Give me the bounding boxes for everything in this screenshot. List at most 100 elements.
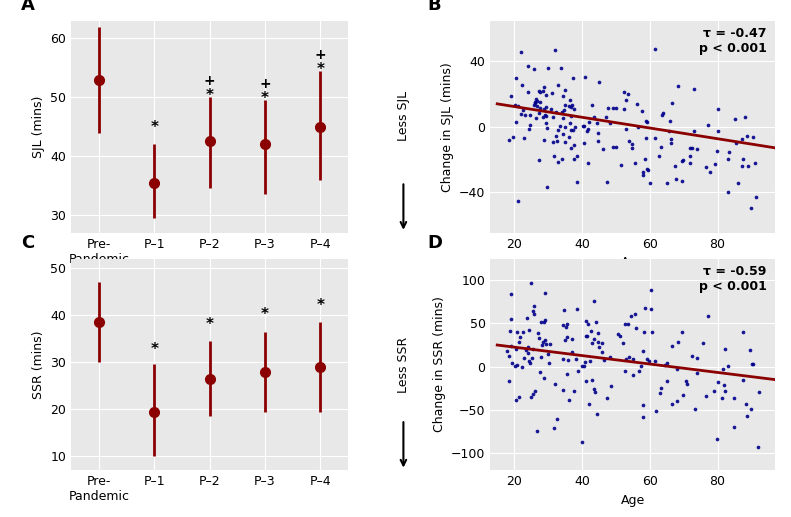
- Point: [637, 401, 649, 409]
- Point: [580, 332, 592, 340]
- Point: [567, 105, 580, 113]
- Point: [515, 48, 528, 56]
- Text: D: D: [428, 234, 443, 252]
- Point: [592, 329, 604, 338]
- Point: [582, 159, 595, 167]
- Point: [538, 374, 551, 382]
- Point: [562, 102, 575, 111]
- Point: [591, 137, 604, 145]
- Point: [516, 81, 528, 89]
- Point: [528, 301, 540, 310]
- Point: [539, 336, 551, 344]
- Text: Less SSR: Less SSR: [397, 337, 410, 392]
- Point: [622, 320, 634, 328]
- Point: [601, 104, 614, 112]
- Point: [528, 387, 541, 395]
- Point: [505, 358, 518, 367]
- Point: [669, 161, 682, 170]
- Point: [503, 352, 516, 360]
- Point: [629, 310, 642, 318]
- Point: [617, 339, 630, 347]
- Point: [621, 90, 634, 98]
- Point: [740, 400, 752, 408]
- Point: [566, 101, 578, 109]
- Point: [654, 384, 667, 392]
- Point: [541, 184, 554, 192]
- Point: [572, 367, 585, 375]
- Point: [562, 132, 575, 141]
- Point: [738, 112, 751, 120]
- Point: [680, 377, 693, 385]
- Point: [736, 135, 748, 143]
- Point: [671, 364, 683, 373]
- Point: [630, 324, 642, 332]
- Point: [524, 111, 536, 119]
- Point: [588, 385, 600, 393]
- Point: [551, 138, 564, 146]
- Point: [547, 113, 559, 121]
- Point: [524, 121, 536, 129]
- Point: [528, 65, 540, 73]
- Point: [538, 317, 551, 326]
- Point: [710, 147, 723, 155]
- Point: [537, 105, 550, 114]
- Point: [704, 168, 717, 176]
- Point: [649, 406, 662, 415]
- Point: [564, 103, 577, 111]
- Point: [523, 125, 536, 133]
- Point: [639, 117, 652, 126]
- Point: [537, 87, 550, 95]
- Point: [550, 108, 562, 116]
- Point: [631, 123, 644, 131]
- Point: [617, 88, 630, 96]
- Text: C: C: [21, 234, 35, 252]
- Point: [557, 386, 570, 394]
- Point: [505, 342, 517, 350]
- Point: [611, 329, 624, 338]
- Point: [520, 314, 533, 322]
- Point: [653, 389, 666, 397]
- Point: [691, 354, 703, 362]
- Point: [688, 85, 701, 94]
- Point: [639, 155, 652, 163]
- Point: [623, 353, 636, 361]
- Point: [567, 126, 580, 134]
- Point: [686, 352, 698, 360]
- Point: [676, 391, 689, 399]
- Point: [644, 179, 657, 187]
- Point: [558, 306, 570, 314]
- Point: [547, 151, 560, 160]
- Point: [583, 400, 596, 408]
- Point: [637, 347, 649, 356]
- Point: [629, 159, 642, 167]
- Point: [699, 392, 712, 400]
- Point: [524, 279, 537, 287]
- Point: [531, 102, 543, 110]
- Text: +: +: [204, 74, 215, 88]
- Point: [660, 358, 673, 367]
- Point: [637, 413, 649, 421]
- Y-axis label: Change in SSR (mins): Change in SSR (mins): [433, 297, 445, 432]
- Point: [563, 96, 576, 104]
- Point: [503, 327, 516, 335]
- Point: [588, 335, 600, 343]
- Point: [592, 343, 605, 351]
- Point: [592, 129, 605, 137]
- Point: [665, 400, 678, 408]
- Point: [570, 355, 582, 363]
- Point: [558, 107, 571, 115]
- Point: [558, 138, 571, 146]
- Point: [524, 359, 536, 367]
- Point: [539, 111, 551, 119]
- Point: [744, 204, 757, 212]
- Point: [579, 358, 592, 366]
- Point: [712, 127, 725, 135]
- Text: *: *: [316, 298, 324, 313]
- Point: [505, 93, 517, 101]
- Point: [509, 101, 521, 110]
- Text: +: +: [315, 48, 326, 62]
- Point: [592, 338, 604, 346]
- Point: [519, 111, 532, 119]
- Point: [747, 133, 759, 141]
- Point: [600, 113, 612, 121]
